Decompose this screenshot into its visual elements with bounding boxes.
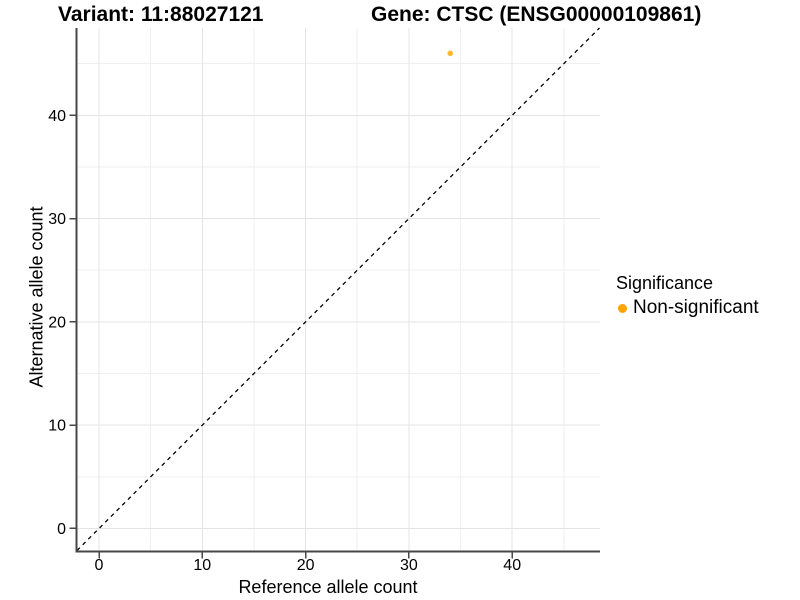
legend-entry-non-significant: Non-significant — [616, 297, 759, 319]
legend-entry-label: Non-significant — [633, 297, 759, 318]
svg-text:30: 30 — [400, 557, 418, 574]
svg-text:0: 0 — [95, 557, 104, 574]
svg-text:0: 0 — [57, 521, 66, 538]
plot-title-variant: Variant: 11:88027121 — [58, 3, 264, 26]
legend-title: Significance — [616, 273, 714, 293]
svg-text:10: 10 — [193, 557, 211, 574]
y-axis-title: Alternative allele count — [26, 206, 47, 388]
plot-title-gene: Gene: CTSC (ENSG00000109861) — [371, 3, 702, 26]
svg-text:30: 30 — [48, 211, 66, 228]
svg-text:20: 20 — [48, 314, 66, 331]
x-axis-title: Reference allele count — [238, 577, 418, 597]
legend: Significance Non-significant — [616, 272, 759, 319]
svg-text:40: 40 — [48, 108, 66, 125]
svg-text:40: 40 — [503, 557, 521, 574]
legend-marker-circle-icon — [618, 303, 627, 313]
svg-text:20: 20 — [297, 557, 315, 574]
svg-text:10: 10 — [48, 418, 66, 435]
